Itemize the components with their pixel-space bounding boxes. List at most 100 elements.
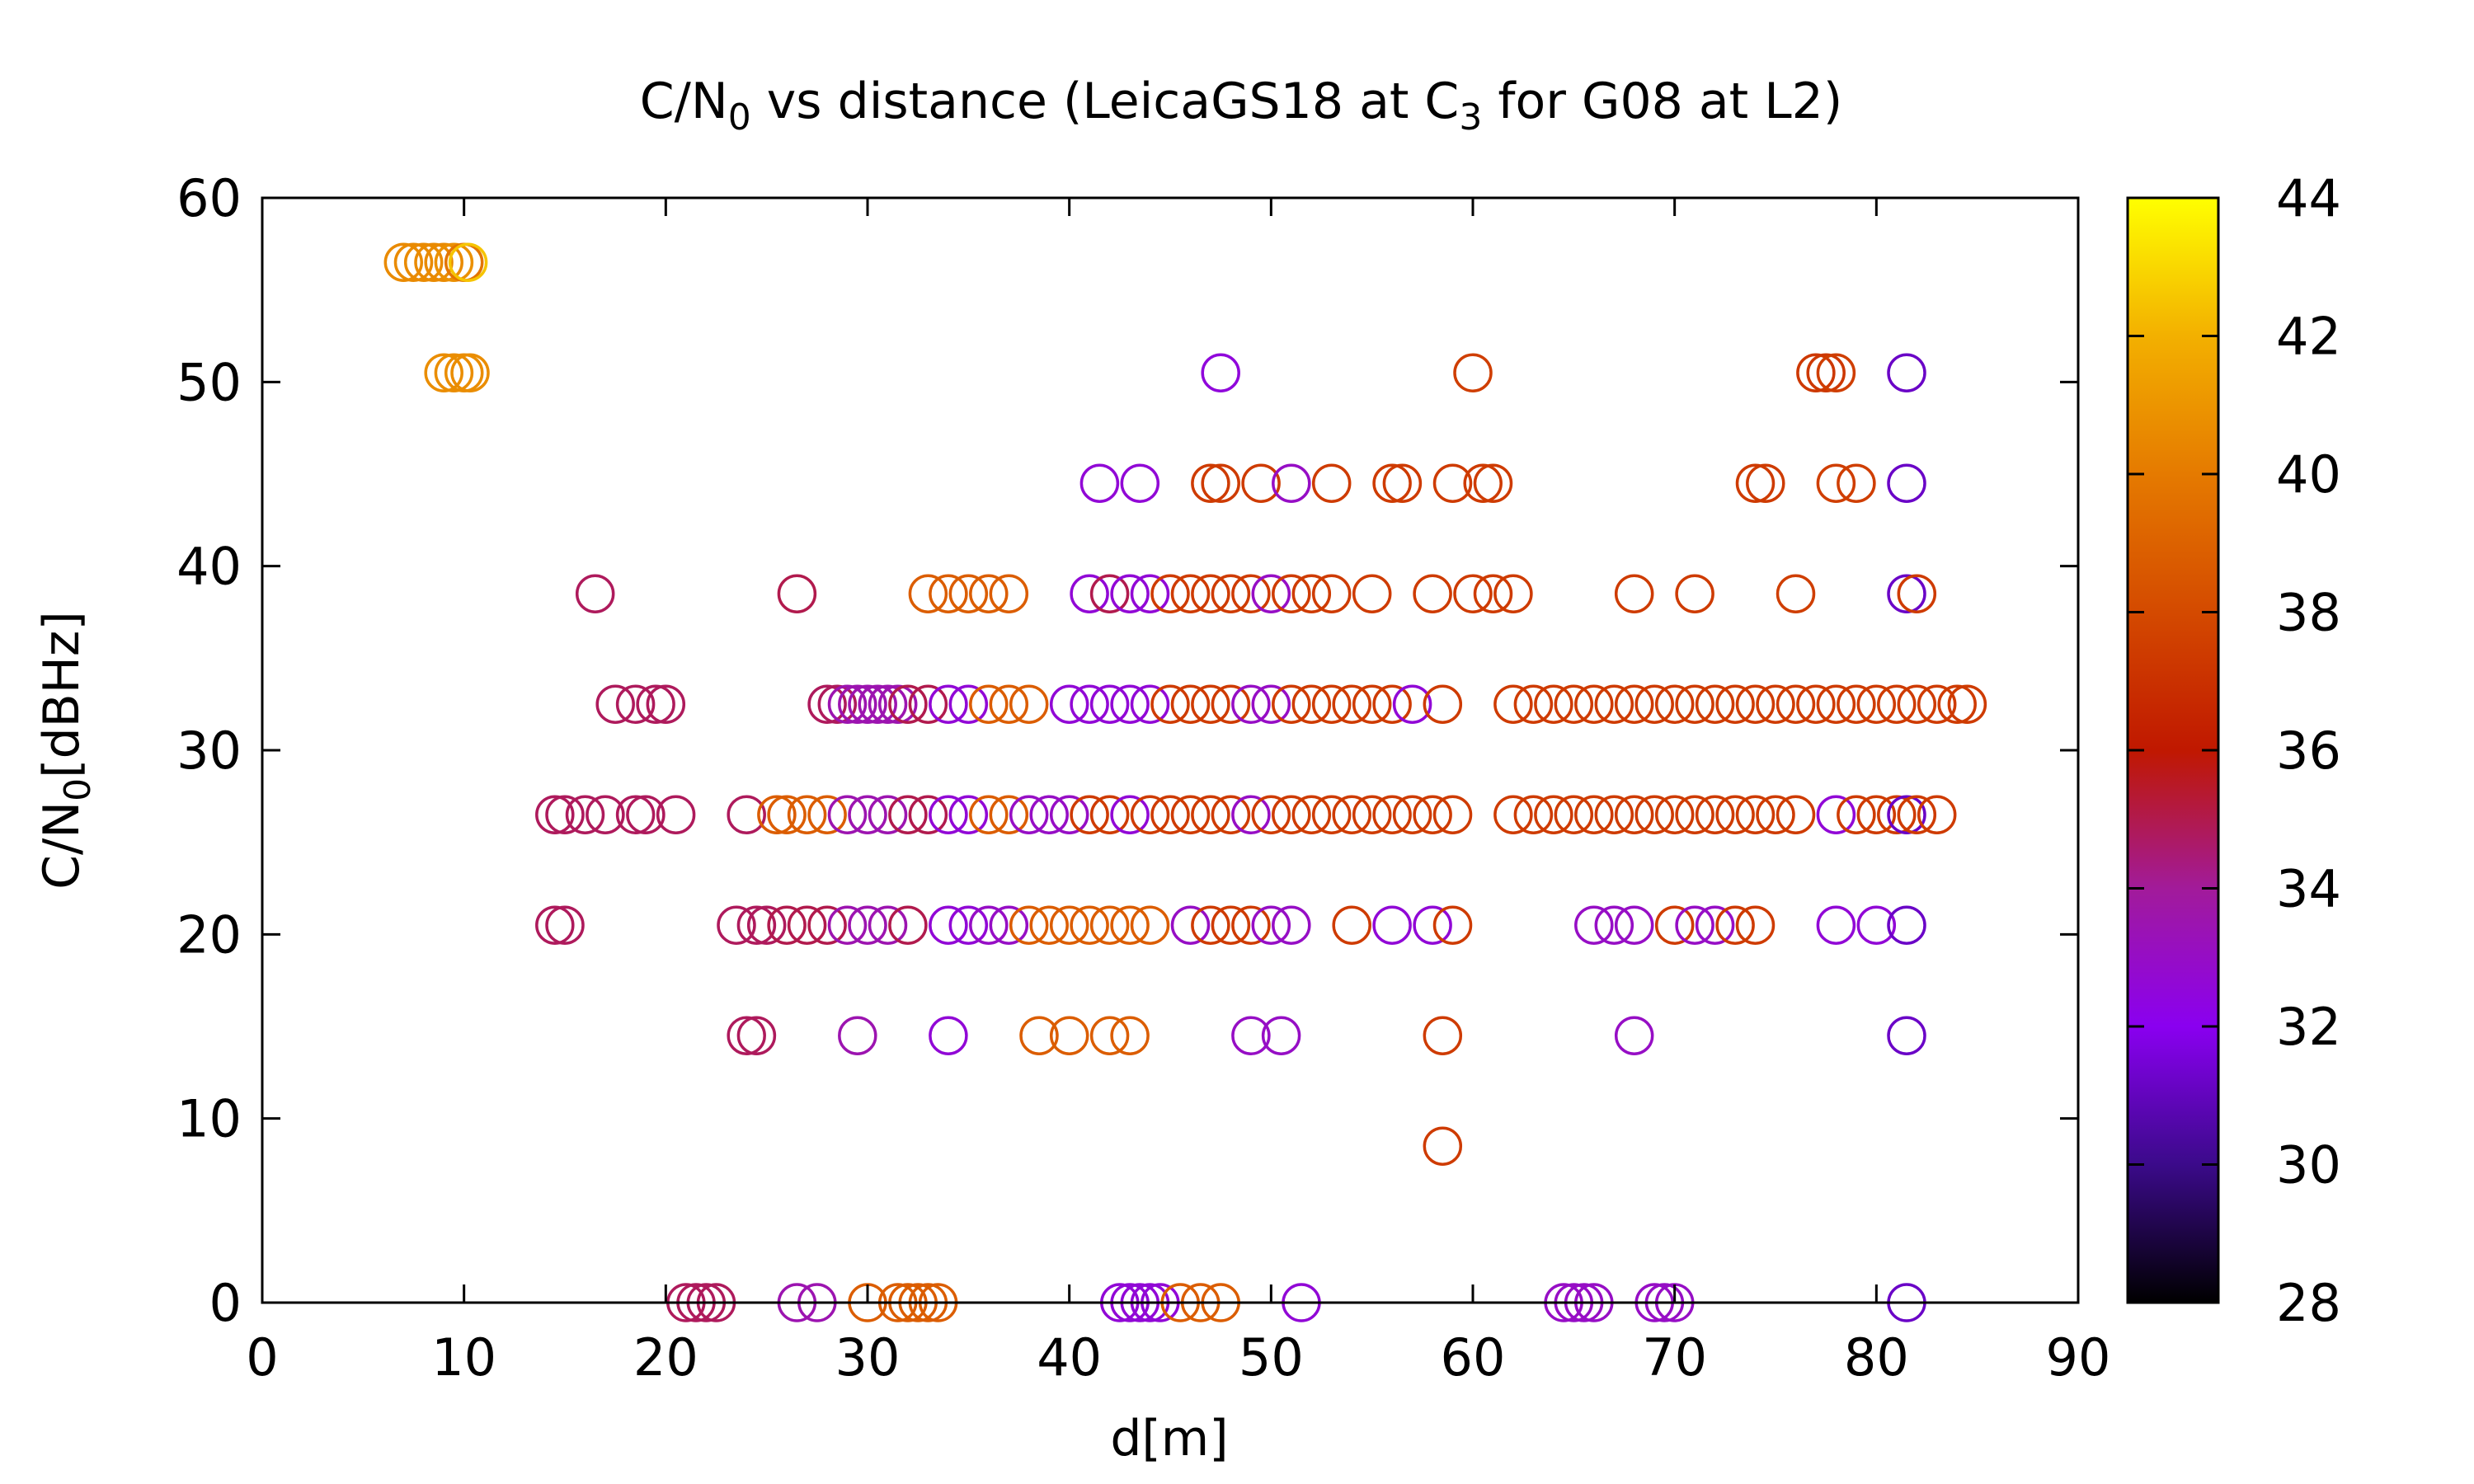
data-point (1170, 905, 1211, 945)
data-point (1110, 1016, 1150, 1055)
data-point (767, 795, 807, 834)
data-point (969, 795, 1009, 834)
data-point (1887, 1016, 1926, 1055)
data-point (1594, 684, 1634, 724)
data-point (1110, 684, 1150, 724)
chart-title: C/N0 vs distance (LeicaGS18 at C3 for G0… (640, 73, 1843, 139)
x-tick-label: 70 (1642, 1327, 1707, 1388)
data-point (1150, 795, 1190, 834)
data-point (727, 795, 766, 834)
data-point (989, 905, 1029, 945)
data-point (1130, 684, 1170, 724)
data-point (1574, 905, 1614, 945)
data-point (1392, 795, 1432, 834)
data-point (1170, 684, 1211, 724)
data-point (807, 684, 847, 724)
y-axis-label: C/N0[dBHz] (33, 611, 99, 890)
data-point (1251, 905, 1291, 945)
data-point (1191, 463, 1230, 503)
data-point (1887, 353, 1926, 392)
data-point (1675, 574, 1714, 613)
data-point (1735, 795, 1776, 834)
data-point (989, 795, 1029, 834)
data-point (1352, 795, 1392, 834)
data-point (1231, 574, 1271, 613)
data-point (877, 684, 918, 724)
data-point (1816, 353, 1856, 392)
data-point (1231, 905, 1271, 945)
data-point (1453, 353, 1493, 392)
data-point (858, 684, 897, 724)
data-point (1191, 795, 1230, 834)
data-point (1917, 684, 1957, 724)
data-point (636, 684, 675, 724)
data-point (1614, 795, 1654, 834)
data-point (787, 905, 827, 945)
data-point (1170, 795, 1211, 834)
data-point (1614, 905, 1654, 945)
data-point (403, 242, 444, 282)
data-point (1837, 684, 1876, 724)
colorbar-tick-label: 42 (2276, 307, 2341, 367)
x-tick-label: 10 (431, 1327, 496, 1388)
data-point (1675, 905, 1714, 945)
data-point (1120, 463, 1160, 503)
data-point (1413, 905, 1452, 945)
data-point (1675, 684, 1714, 724)
data-point (1937, 684, 1977, 724)
data-point (1776, 795, 1816, 834)
data-point (424, 242, 463, 282)
data-point (1594, 905, 1634, 945)
data-point (565, 795, 605, 834)
y-tick-label: 0 (209, 1273, 242, 1333)
data-point (1776, 684, 1816, 724)
data-point (1423, 1126, 1463, 1166)
data-point (1089, 684, 1130, 724)
data-point (1806, 353, 1846, 392)
data-point (1201, 463, 1240, 503)
data-point (424, 353, 463, 392)
data-point (929, 574, 968, 613)
data-point (1089, 905, 1130, 945)
data-point (1877, 795, 1917, 834)
data-point (1816, 795, 1856, 834)
data-point (450, 353, 490, 392)
data-point (1372, 684, 1412, 724)
data-point (868, 795, 908, 834)
data-point (908, 684, 948, 724)
data-point (1614, 1016, 1654, 1055)
data-point (1816, 684, 1856, 724)
data-point (908, 574, 948, 613)
data-point (1211, 795, 1251, 834)
data-point (1715, 684, 1755, 724)
data-point (948, 684, 989, 724)
data-point (948, 574, 989, 613)
x-axis-label: d[m] (1110, 1410, 1228, 1468)
data-point (1634, 684, 1674, 724)
data-point (1311, 574, 1352, 613)
data-point (746, 905, 787, 945)
data-point (1614, 684, 1654, 724)
data-point (1392, 684, 1432, 724)
data-point (969, 684, 1009, 724)
data-point (1029, 905, 1069, 945)
data-point (1413, 795, 1452, 834)
data-point (383, 242, 424, 282)
data-point (1735, 684, 1776, 724)
data-point (545, 905, 585, 945)
x-tick-label: 0 (246, 1327, 278, 1388)
data-point (1251, 574, 1291, 613)
data-point (1574, 795, 1614, 834)
data-point (908, 795, 948, 834)
data-point (1463, 463, 1503, 503)
data-point (1654, 684, 1695, 724)
data-point (929, 905, 968, 945)
x-tick-label: 90 (2046, 1327, 2111, 1388)
data-point (1070, 574, 1109, 613)
data-point (1231, 684, 1271, 724)
data-point (1816, 463, 1856, 503)
data-point (1291, 795, 1332, 834)
data-point (948, 905, 989, 945)
data-point (1756, 795, 1795, 834)
